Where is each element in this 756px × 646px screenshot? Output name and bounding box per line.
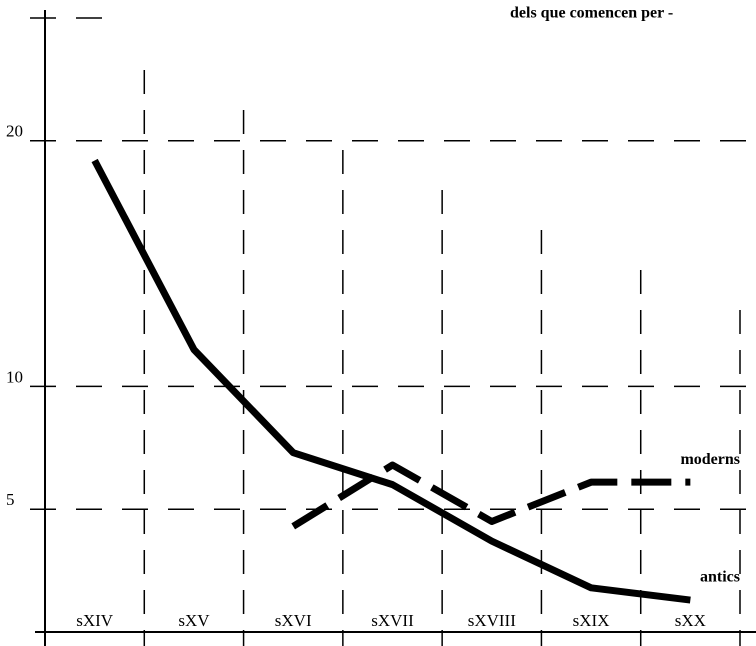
x-tick-label: sXVII — [371, 611, 414, 630]
x-tick-label: sXVIII — [468, 611, 516, 630]
chart-title: dels que comencen per - — [510, 5, 673, 22]
y-tick-label: 20 — [6, 122, 23, 141]
x-tick-label: sXIV — [76, 611, 114, 630]
x-tick-label: sXIX — [573, 611, 610, 630]
y-tick-label: 10 — [6, 367, 23, 386]
series-line — [91, 158, 691, 604]
series-line — [291, 461, 691, 530]
y-tick-label: 5 — [6, 490, 15, 509]
x-tick-label: sXX — [675, 611, 706, 630]
x-tick-label: sXV — [178, 611, 210, 630]
series-label: moderns — [680, 451, 740, 468]
x-tick-label: sXVI — [275, 611, 312, 630]
series-label: antics — [700, 569, 740, 586]
